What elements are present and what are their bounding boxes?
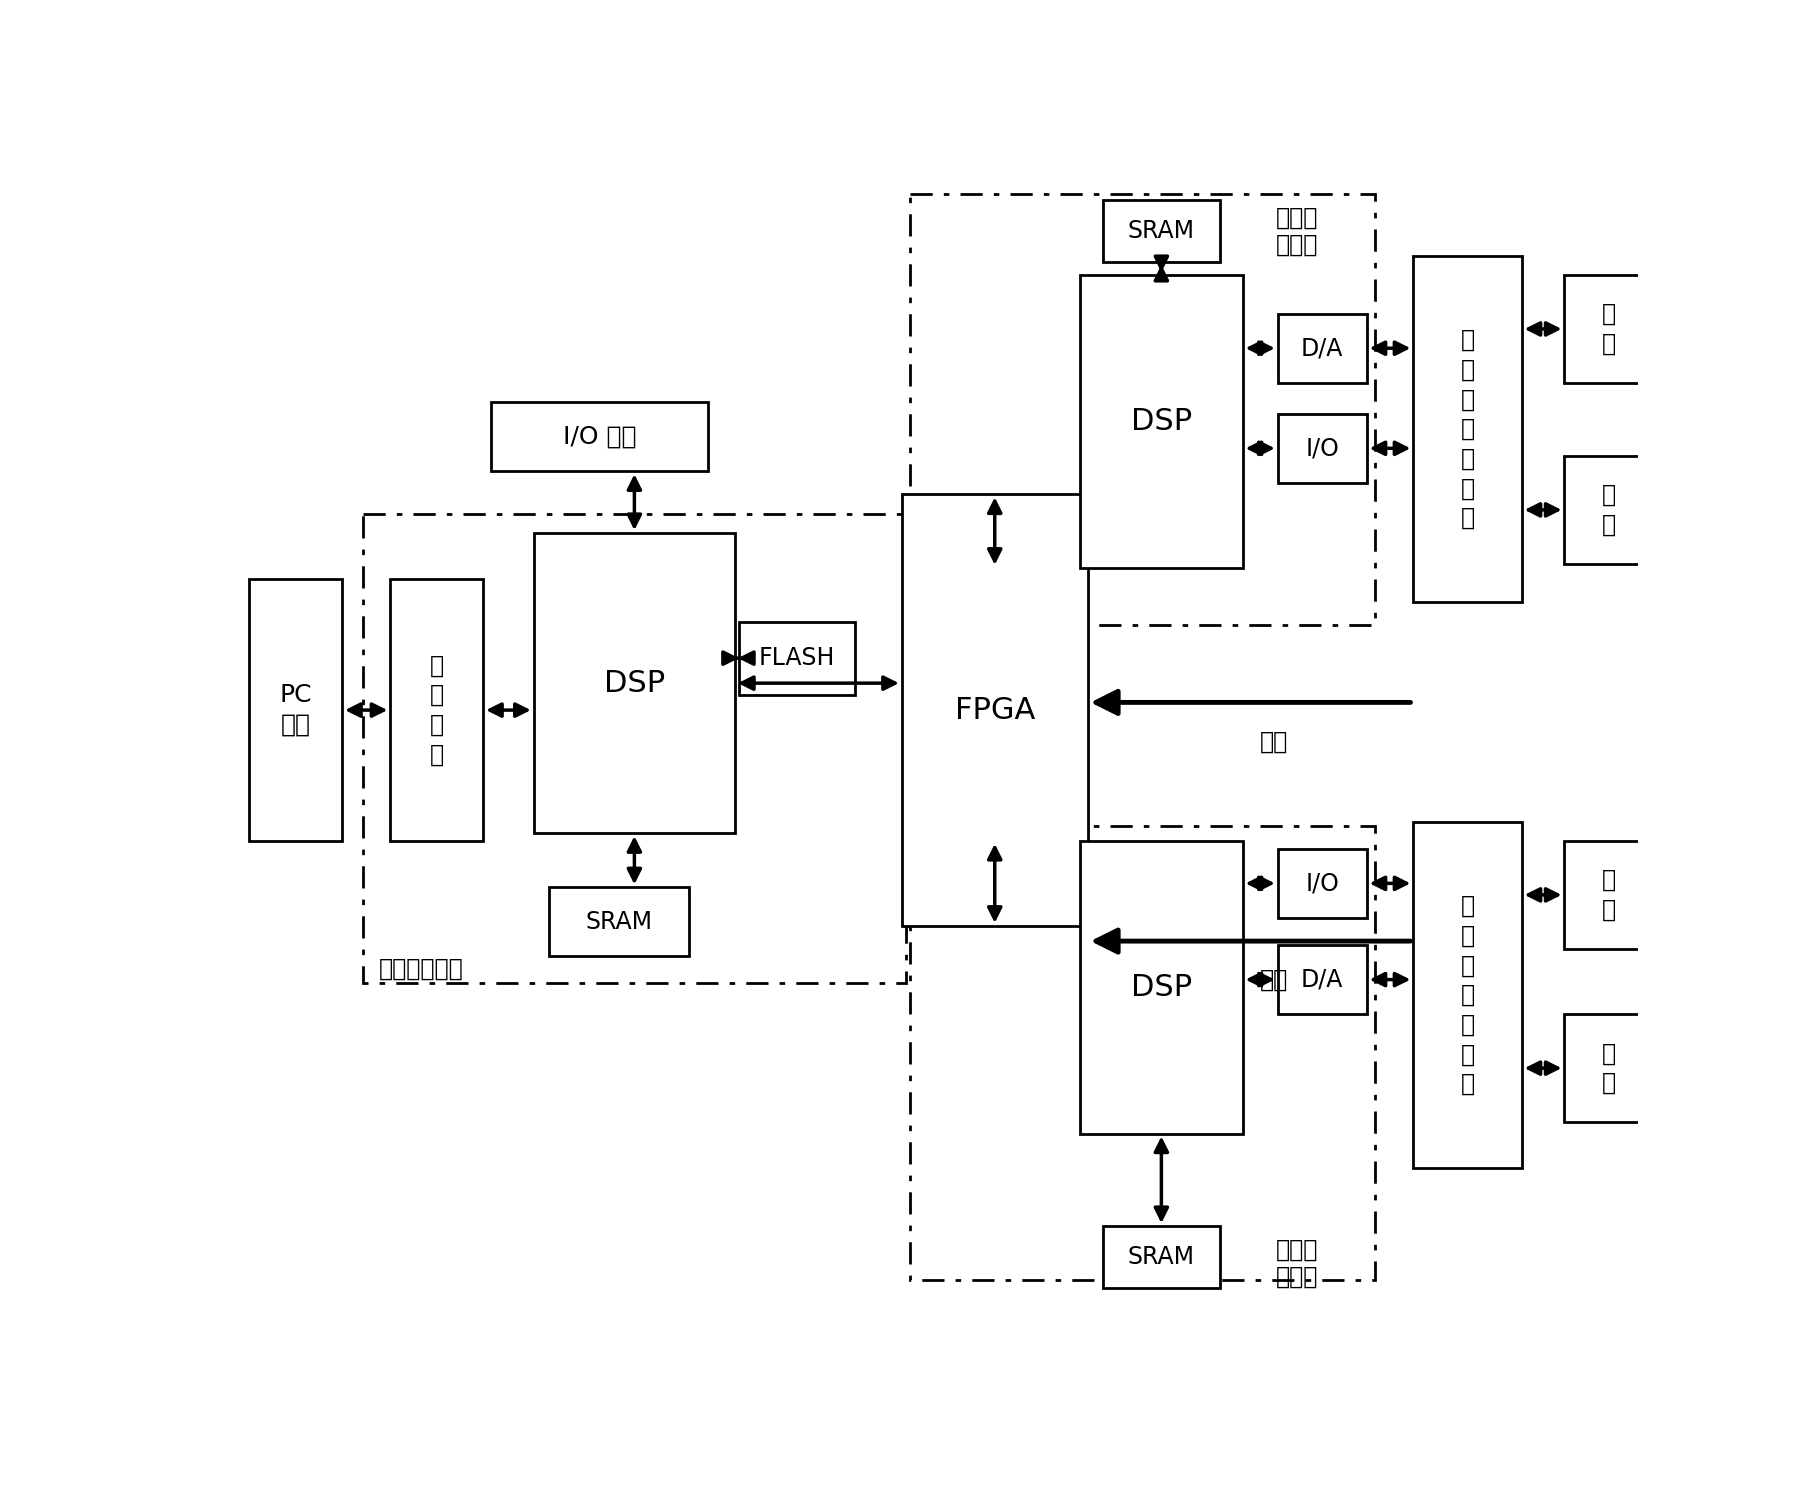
Text: 电
机: 电 机 <box>1602 869 1616 922</box>
Bar <box>910 194 1374 626</box>
Text: SRAM: SRAM <box>1128 1244 1196 1269</box>
Text: 电
机: 电 机 <box>1602 1042 1616 1095</box>
Text: 中央处理单元: 中央处理单元 <box>379 957 464 980</box>
Text: I/O 接口: I/O 接口 <box>562 425 637 448</box>
Text: FPGA: FPGA <box>954 696 1036 724</box>
Text: I/O: I/O <box>1305 437 1340 460</box>
Bar <box>550 887 688 957</box>
Bar <box>1278 313 1367 383</box>
Bar <box>1414 256 1522 602</box>
Bar <box>1103 1226 1219 1287</box>
Text: 电机控: 电机控 <box>1276 1238 1318 1262</box>
Text: 反馈: 反馈 <box>1259 968 1289 992</box>
Text: SRAM: SRAM <box>586 910 652 934</box>
Text: D/A: D/A <box>1301 967 1343 992</box>
Bar <box>533 533 735 833</box>
Text: DSP: DSP <box>604 669 664 697</box>
Text: 伺
服
电
机
驱
动
器: 伺 服 电 机 驱 动 器 <box>1460 328 1474 530</box>
Text: 电机控: 电机控 <box>1276 206 1318 229</box>
Bar <box>491 402 708 471</box>
Text: 反馈: 反馈 <box>1259 729 1289 754</box>
Bar <box>249 580 342 840</box>
Bar <box>1278 414 1367 483</box>
Text: SRAM: SRAM <box>1128 219 1196 243</box>
Text: FLASH: FLASH <box>759 647 835 670</box>
Text: 通
讯
接
口: 通 讯 接 口 <box>430 654 444 767</box>
Text: I/O: I/O <box>1305 872 1340 895</box>
Text: DSP: DSP <box>1130 973 1192 1001</box>
Bar <box>1079 276 1243 568</box>
Bar <box>364 514 906 983</box>
Text: 电
机: 电 机 <box>1602 302 1616 356</box>
Bar <box>1079 840 1243 1134</box>
Text: 制单元: 制单元 <box>1276 232 1318 256</box>
Bar <box>910 825 1374 1280</box>
Bar <box>389 580 484 840</box>
Text: DSP: DSP <box>1130 407 1192 437</box>
Bar <box>1278 849 1367 918</box>
Text: D/A: D/A <box>1301 337 1343 361</box>
Bar <box>739 621 855 694</box>
Text: 伺
服
电
机
驱
动
器: 伺 服 电 机 驱 动 器 <box>1460 894 1474 1097</box>
Bar <box>1414 822 1522 1168</box>
Text: 电
机: 电 机 <box>1602 483 1616 536</box>
Bar <box>1565 840 1654 949</box>
Bar <box>1278 945 1367 1015</box>
Text: 制单元: 制单元 <box>1276 1265 1318 1289</box>
Bar <box>901 495 1088 925</box>
Bar <box>1565 456 1654 563</box>
Bar <box>1103 200 1219 262</box>
Bar <box>1565 1015 1654 1122</box>
Text: PC
总线: PC 总线 <box>280 684 311 738</box>
Bar <box>1565 276 1654 383</box>
